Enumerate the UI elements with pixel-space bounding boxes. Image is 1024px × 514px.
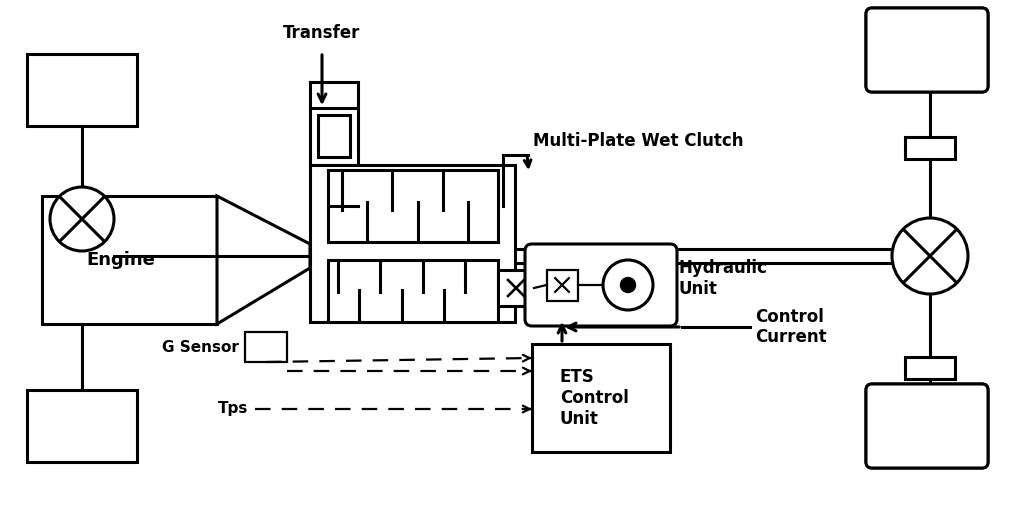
Bar — [532, 344, 670, 452]
FancyBboxPatch shape — [866, 8, 988, 92]
Bar — [245, 332, 287, 362]
Circle shape — [50, 187, 114, 251]
Bar — [310, 108, 358, 165]
Text: Control
Current: Control Current — [755, 307, 826, 346]
Bar — [318, 115, 350, 157]
FancyBboxPatch shape — [866, 384, 988, 468]
Bar — [27, 390, 137, 462]
Bar — [328, 260, 498, 322]
Text: Multi-Plate Wet Clutch: Multi-Plate Wet Clutch — [534, 132, 743, 150]
Bar — [42, 196, 217, 324]
Circle shape — [621, 278, 636, 292]
FancyBboxPatch shape — [866, 8, 988, 92]
Bar — [905, 137, 955, 159]
Bar — [310, 165, 515, 322]
Text: Tps: Tps — [218, 401, 248, 416]
Bar — [27, 54, 137, 126]
Bar — [905, 357, 955, 379]
Circle shape — [603, 260, 653, 310]
Bar — [498, 270, 534, 306]
Text: ETS
Control
Unit: ETS Control Unit — [560, 368, 629, 428]
FancyBboxPatch shape — [525, 244, 677, 326]
Text: Hydraulic
Unit: Hydraulic Unit — [678, 259, 767, 298]
Bar — [547, 269, 578, 301]
Text: Transfer: Transfer — [284, 24, 360, 42]
Text: Engine: Engine — [86, 251, 156, 269]
FancyBboxPatch shape — [866, 384, 988, 468]
Text: G Sensor: G Sensor — [162, 340, 239, 355]
Polygon shape — [217, 196, 310, 324]
Bar — [328, 170, 498, 242]
Circle shape — [892, 218, 968, 294]
